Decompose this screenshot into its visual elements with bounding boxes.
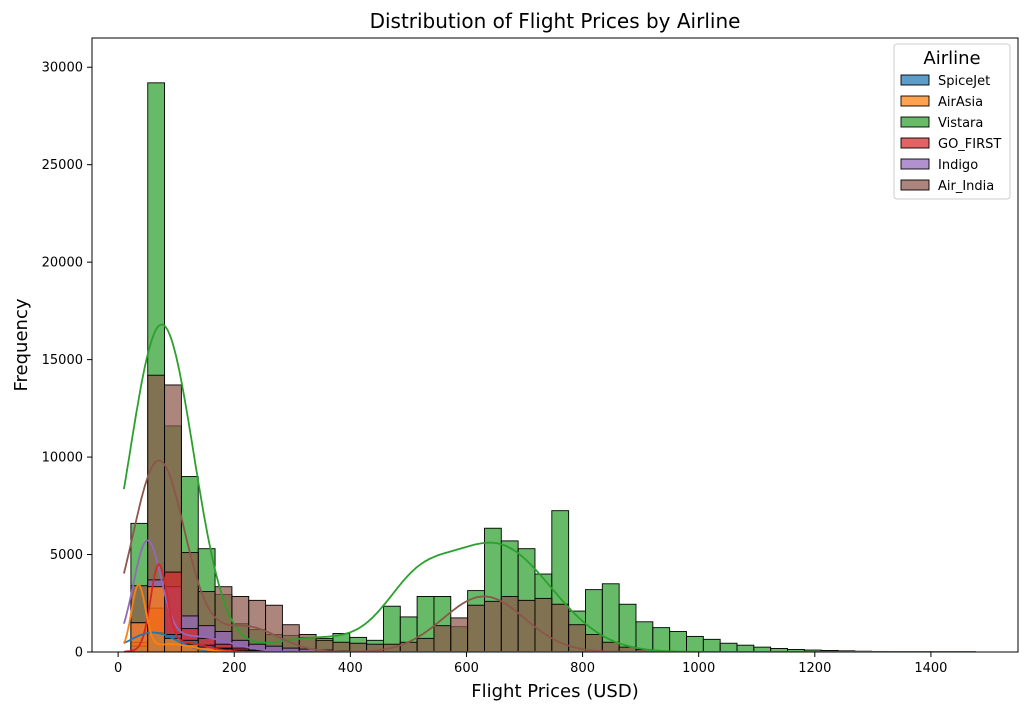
bar: [669, 631, 687, 652]
x-tick-label: 800: [570, 661, 595, 676]
plot-area: [123, 82, 976, 652]
kde-curve-air-india: [123, 459, 976, 652]
bar: [416, 637, 435, 652]
x-tick-label: 200: [222, 661, 247, 676]
bar: [332, 641, 351, 652]
x-tick-label: 1200: [798, 661, 831, 676]
x-tick-label: 600: [454, 661, 479, 676]
legend-label: Air_India: [938, 179, 994, 194]
bar: [719, 642, 738, 652]
y-tick-label: 30000: [42, 61, 83, 76]
x-axis: 0 200 400 600 800 1000 1200 1400: [114, 652, 947, 676]
bar: [534, 597, 553, 652]
legend-label: Indigo: [938, 158, 978, 173]
kde-curve-indigo: [123, 539, 976, 652]
legend-label: SpiceJet: [938, 74, 990, 89]
y-axis: 0 5000 10000 15000 20000 25000 30000: [42, 61, 92, 661]
y-tick-label: 15000: [42, 353, 83, 368]
bar: [484, 600, 502, 652]
legend-swatch: [900, 158, 930, 170]
bar: [686, 635, 704, 652]
bar: [467, 604, 485, 652]
legend-label: Vistara: [938, 116, 983, 131]
y-tick-label: 20000: [42, 256, 83, 271]
bar: [702, 638, 721, 652]
y-tick-label: 0: [75, 646, 83, 661]
legend-swatch: [900, 116, 930, 128]
legend-swatch: [900, 74, 930, 86]
legend-swatch: [900, 137, 930, 149]
x-tick-label: 1400: [914, 661, 947, 676]
bar: [500, 595, 519, 652]
bar: [736, 644, 755, 652]
y-tick-label: 10000: [42, 451, 83, 466]
y-tick-label: 25000: [42, 158, 83, 173]
kde-curve-vistara: [123, 323, 976, 652]
legend-label: AirAsia: [938, 95, 983, 110]
bar: [433, 625, 452, 652]
legend-swatch: [900, 95, 930, 107]
y-tick-label: 5000: [50, 548, 83, 563]
bar: [652, 627, 671, 652]
legend-title: Airline: [923, 48, 980, 69]
legend: Airline SpiceJet AirAsia Vistara GO_FIRST In…: [893, 43, 1011, 200]
bar: [265, 604, 283, 652]
x-axis-label: Flight Prices (USD): [471, 681, 638, 702]
plot-frame: [91, 37, 1019, 653]
x-tick-label: 1000: [682, 661, 715, 676]
legend-label: GO_FIRST: [938, 137, 1001, 152]
chart-title: Distribution of Flight Prices by Airline: [370, 9, 741, 33]
legend-swatch: [900, 179, 930, 191]
x-tick-label: 400: [338, 661, 363, 676]
y-axis-label: Frequency: [11, 298, 32, 391]
bar: [450, 617, 469, 652]
bar: [517, 599, 536, 652]
x-tick-label: 0: [114, 661, 122, 676]
